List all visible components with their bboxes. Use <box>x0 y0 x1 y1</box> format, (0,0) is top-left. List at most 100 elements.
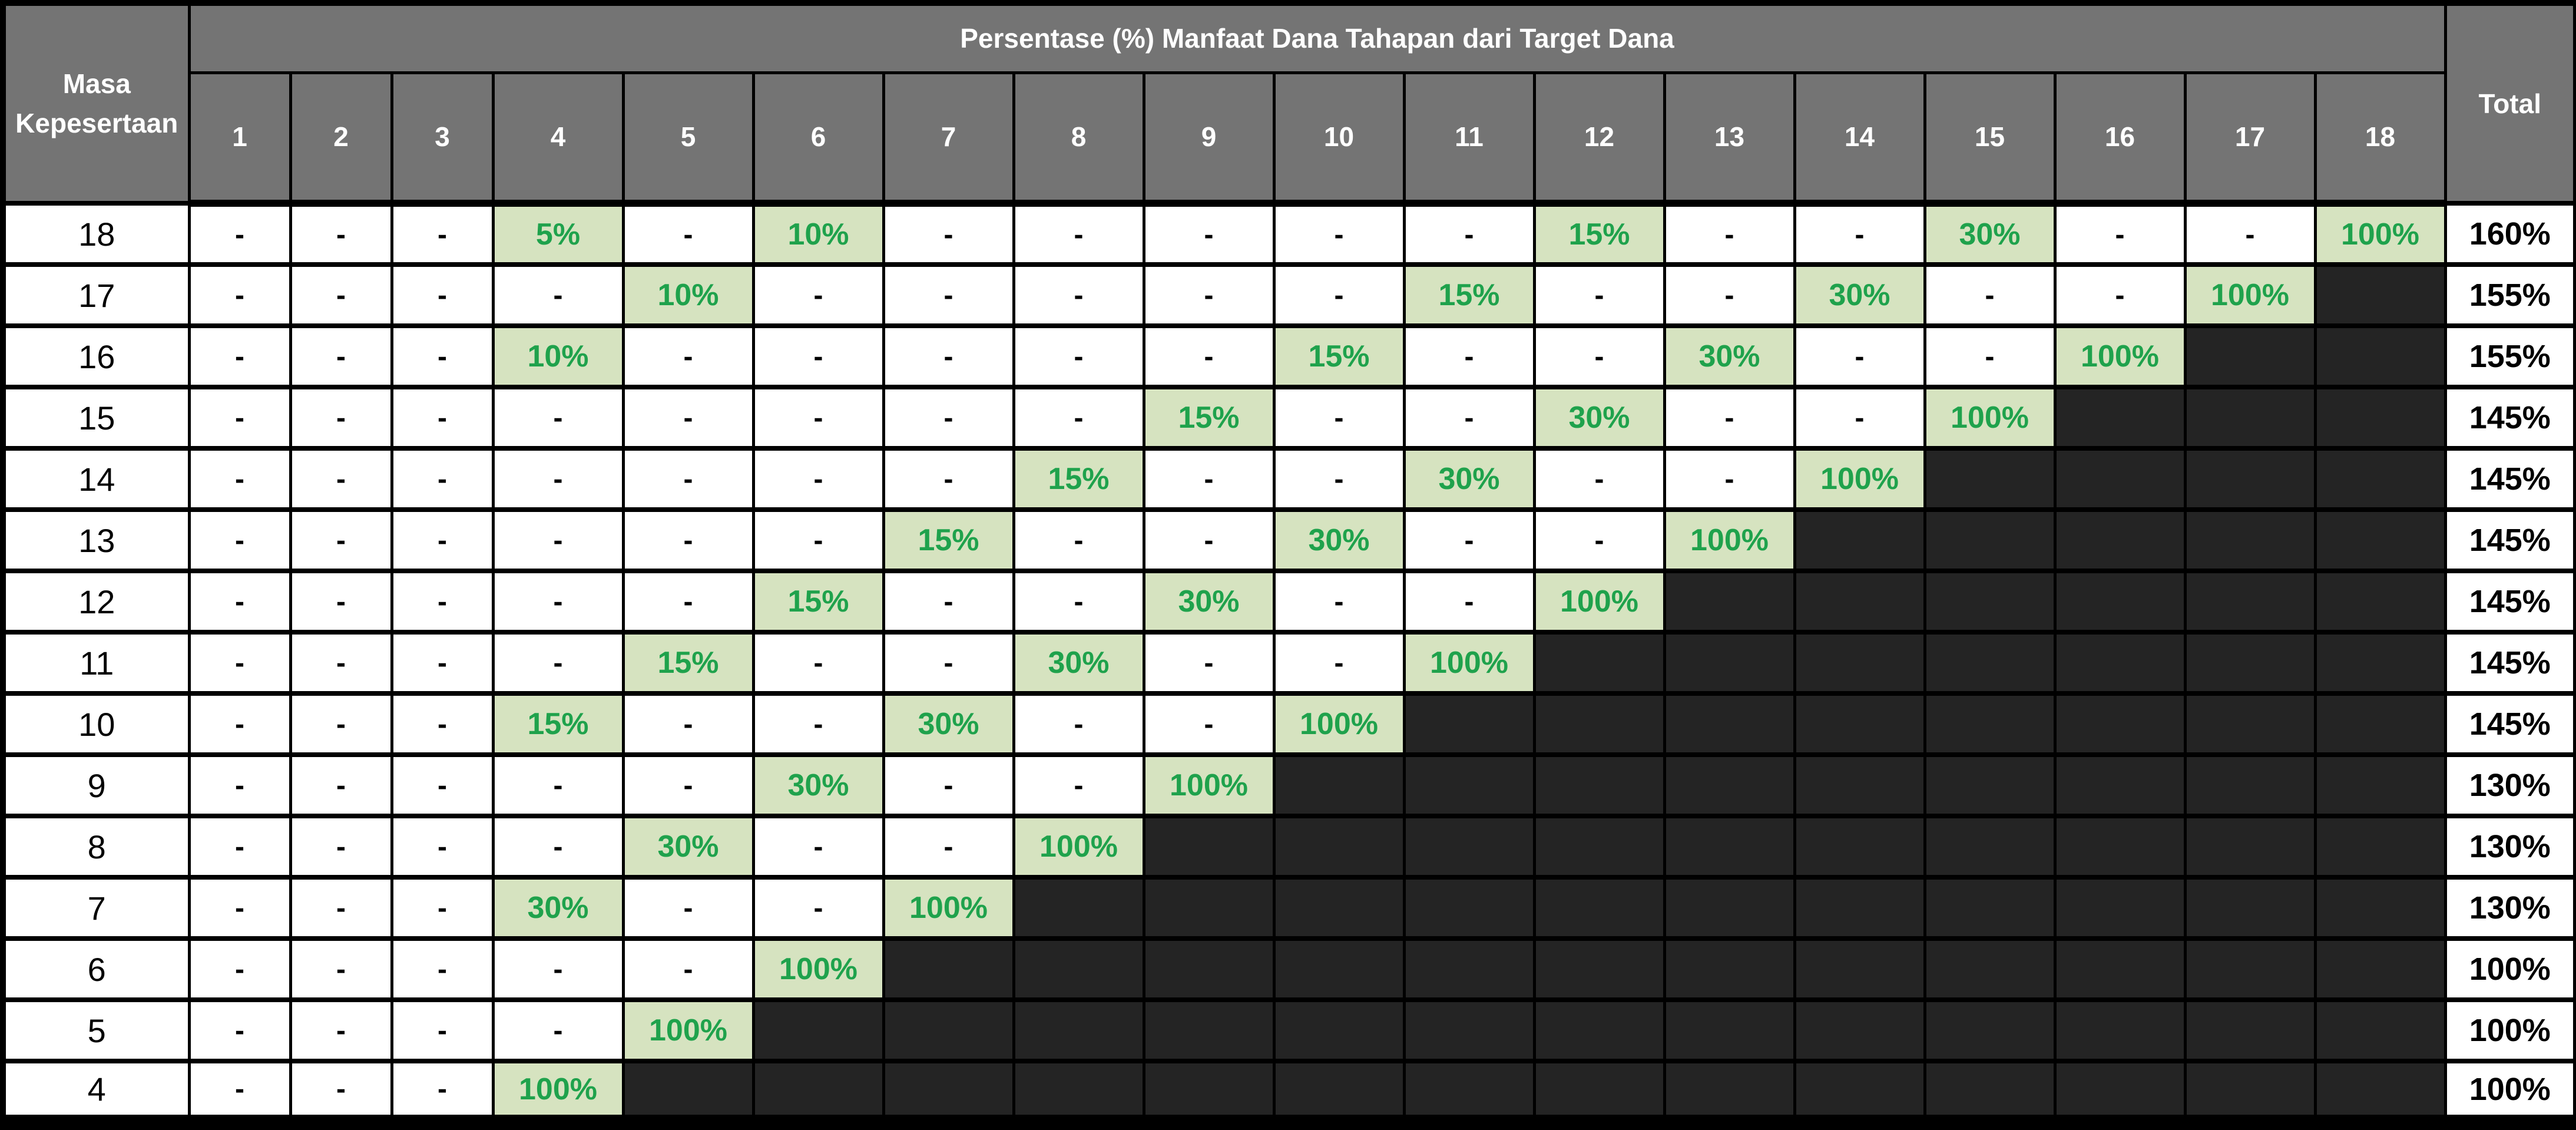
total-cell: 145% <box>2443 385 2576 451</box>
dash-cell: - <box>187 1059 292 1125</box>
table-row: 16- - -10% - - - - -15% - -30% - -100% 155% <box>1 323 2576 389</box>
column-header-8: 8 <box>1012 71 1145 207</box>
table-row: 4- - -100% 100% <box>1 1059 2576 1125</box>
blocked-cell <box>2183 814 2317 880</box>
table-row: 14- - - - - - -15% - -30% - -100% 145% <box>1 446 2576 512</box>
dash-cell: - <box>882 814 1015 880</box>
blocked-cell <box>1923 936 2057 1002</box>
dash-cell: - <box>1272 385 1406 451</box>
dash-cell: - <box>289 1059 393 1125</box>
percent-cell: 15% <box>751 569 885 635</box>
dash-cell: - <box>751 814 885 880</box>
percent-cell: 30% <box>491 875 625 941</box>
dash-cell: - <box>1663 262 1796 328</box>
percent-cell: 15% <box>1402 262 1536 328</box>
dash-cell: - <box>187 814 292 880</box>
blocked-cell <box>1272 1059 1406 1125</box>
table-row: 6- - - - -100% 100% <box>1 936 2576 1002</box>
dash-cell: - <box>1142 323 1276 389</box>
blocked-cell <box>2183 691 2317 757</box>
blocked-cell <box>1532 997 1666 1063</box>
dash-cell: - <box>751 507 885 573</box>
blocked-cell <box>2053 569 2187 635</box>
blocked-cell <box>2313 752 2447 818</box>
blocked-cell <box>2183 752 2317 818</box>
dash-cell: - <box>2053 201 2187 267</box>
percent-cell: 100% <box>1532 569 1666 635</box>
dash-cell: - <box>289 201 393 267</box>
blocked-cell <box>2053 507 2187 573</box>
percent-cell: 100% <box>1012 814 1145 880</box>
blocked-cell <box>2313 262 2447 328</box>
dash-cell: - <box>289 446 393 512</box>
dash-cell: - <box>289 507 393 573</box>
dash-cell: - <box>289 936 393 1002</box>
row-label: 17 <box>1 262 191 328</box>
blocked-cell <box>2313 446 2447 512</box>
table-row: 11- - - -15% - -30% - -100% 145% <box>1 630 2576 696</box>
percent-cell: 30% <box>1402 446 1536 512</box>
dash-cell: - <box>621 385 755 451</box>
row-label: 6 <box>1 936 191 1002</box>
dash-cell: - <box>390 997 495 1063</box>
table-row: 15- - - - - - - -15% - -30% - -100% 145% <box>1 385 2576 451</box>
dash-cell: - <box>621 507 755 573</box>
table-header: Masa Kepesertaan Persentase (%) Manfaat … <box>1 1 2576 207</box>
header-columns-row: 1 2 3 4 5 6 7 8 9 10 11 12 13 14 15 16 17 18 <box>3 71 2576 207</box>
blocked-cell <box>1532 1059 1666 1125</box>
blocked-cell <box>1663 875 1796 941</box>
blocked-cell <box>1532 875 1666 941</box>
dash-cell: - <box>751 262 885 328</box>
blocked-cell <box>2053 752 2187 818</box>
column-header-11: 11 <box>1402 71 1536 207</box>
dash-cell: - <box>1793 385 1926 451</box>
blocked-cell <box>2183 385 2317 451</box>
blocked-cell <box>2053 630 2187 696</box>
blocked-cell <box>1923 814 2057 880</box>
percent-cell: 100% <box>491 1059 625 1125</box>
dash-cell: - <box>187 385 292 451</box>
blocked-cell <box>1923 875 2057 941</box>
percent-cell: 100% <box>2183 262 2317 328</box>
row-label: 12 <box>1 569 191 635</box>
dash-cell: - <box>187 752 292 818</box>
percent-cell: 100% <box>1272 691 1406 757</box>
dash-cell: - <box>1012 569 1145 635</box>
blocked-cell <box>1142 875 1276 941</box>
dash-cell: - <box>1532 262 1666 328</box>
total-header: Total <box>2443 1 2576 205</box>
blocked-cell <box>2313 507 2447 573</box>
dash-cell: - <box>751 691 885 757</box>
percent-cell: 15% <box>882 507 1015 573</box>
dash-cell: - <box>882 752 1015 818</box>
blocked-cell <box>1402 997 1536 1063</box>
blocked-cell <box>2313 385 2447 451</box>
column-header-18: 18 <box>2313 71 2447 207</box>
dash-cell: - <box>390 875 495 941</box>
total-cell: 100% <box>2443 1059 2576 1125</box>
blocked-cell <box>2313 814 2447 880</box>
percent-cell: 30% <box>751 752 885 818</box>
dash-cell: - <box>621 875 755 941</box>
dash-cell: - <box>882 201 1015 267</box>
percent-cell: 10% <box>621 262 755 328</box>
percent-cell: 100% <box>751 936 885 1002</box>
blocked-cell <box>1793 507 1926 573</box>
dash-cell: - <box>751 323 885 389</box>
column-header-12: 12 <box>1532 71 1666 207</box>
blocked-cell <box>1532 630 1666 696</box>
dash-cell: - <box>390 630 495 696</box>
percent-cell: 100% <box>621 997 755 1063</box>
dash-cell: - <box>1402 323 1536 389</box>
blocked-cell <box>1532 814 1666 880</box>
row-label: 5 <box>1 997 191 1063</box>
percent-cell: 10% <box>751 201 885 267</box>
dash-cell: - <box>1142 630 1276 696</box>
dash-cell: - <box>187 936 292 1002</box>
blocked-cell <box>1402 814 1536 880</box>
percent-cell: 30% <box>1012 630 1145 696</box>
dash-cell: - <box>491 569 625 635</box>
blocked-cell <box>2053 385 2187 451</box>
blocked-cell <box>1663 997 1796 1063</box>
dash-cell: - <box>491 446 625 512</box>
